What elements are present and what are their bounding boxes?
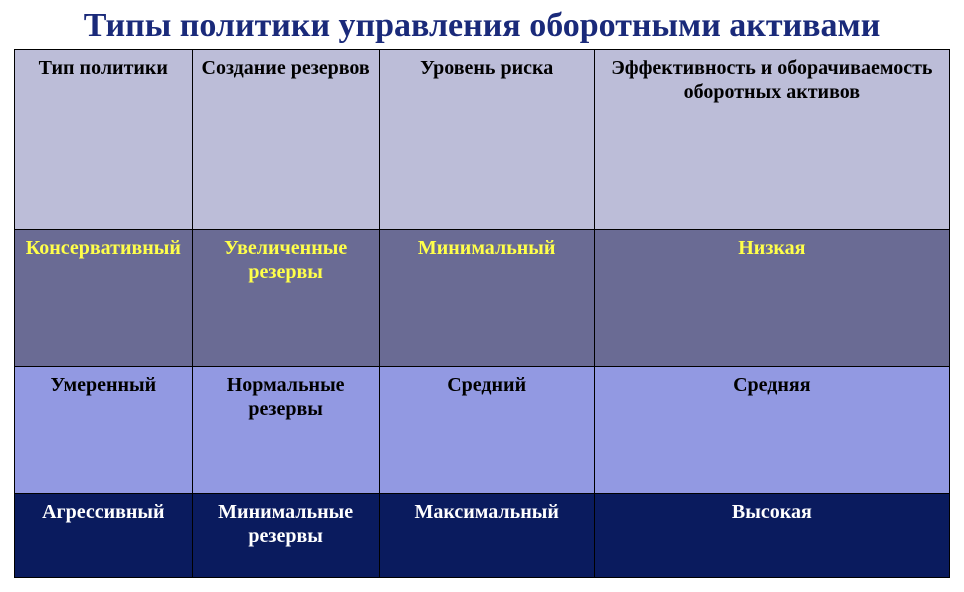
- table-cell: Средняя: [594, 366, 949, 493]
- table-cell: Средний: [379, 366, 594, 493]
- table-cell: Низкая: [594, 229, 949, 366]
- table-header-cell: Тип политики: [15, 50, 193, 229]
- table-cell: Консервативный: [15, 229, 193, 366]
- table-header-row: Тип политики Создание резервов Уровень р…: [15, 50, 950, 229]
- table-cell: Максимальный: [379, 493, 594, 577]
- table-header-cell: Эффективность и оборачиваемость оборотны…: [594, 50, 949, 229]
- table-row: Консервативный Увеличенные резервы Миним…: [15, 229, 950, 366]
- table-row: Агрессивный Минимальные резервы Максимал…: [15, 493, 950, 577]
- table-cell: Умеренный: [15, 366, 193, 493]
- table-row: Умеренный Нормальные резервы Средний Сре…: [15, 366, 950, 493]
- table-header-cell: Уровень риска: [379, 50, 594, 229]
- table-cell: Минимальные резервы: [192, 493, 379, 577]
- policy-table: Тип политики Создание резервов Уровень р…: [14, 49, 950, 578]
- table-cell: Агрессивный: [15, 493, 193, 577]
- page-title: Типы политики управления оборотными акти…: [0, 0, 964, 49]
- table-cell: Нормальные резервы: [192, 366, 379, 493]
- table-cell: Минимальный: [379, 229, 594, 366]
- table-cell: Высокая: [594, 493, 949, 577]
- table-container: Тип политики Создание резервов Уровень р…: [0, 49, 964, 592]
- table-header-cell: Создание резервов: [192, 50, 379, 229]
- table-cell: Увеличенные резервы: [192, 229, 379, 366]
